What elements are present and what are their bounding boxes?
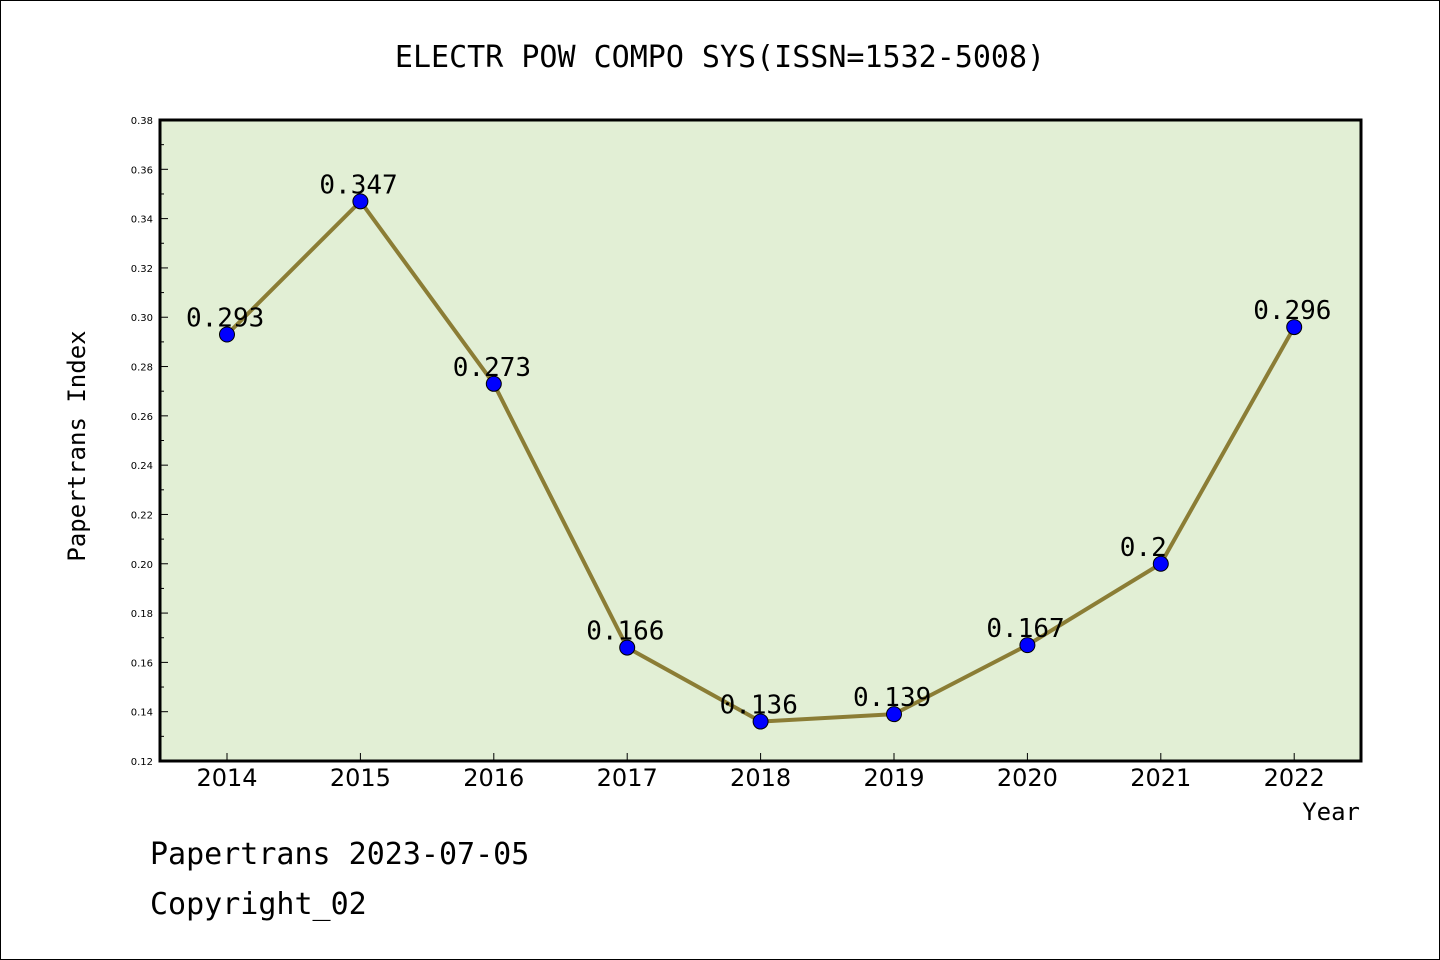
x-axis-label: Year [1302, 798, 1360, 826]
data-label: 0.166 [586, 617, 664, 647]
series-markers [219, 193, 1303, 730]
y-axis-label: Papertrans Index [63, 330, 91, 561]
y-tick-label: 0.34 [131, 215, 153, 226]
y-tick-label: 0.24 [131, 461, 153, 472]
x-tick-label: 2021 [1130, 764, 1191, 792]
y-tick-label: 0.22 [131, 510, 153, 521]
data-label: 0.139 [853, 683, 931, 713]
y-tick-label: 0.32 [131, 264, 153, 275]
y-tick-label: 0.20 [131, 560, 153, 571]
data-point [752, 713, 769, 730]
data-label: 0.293 [186, 303, 264, 333]
y-tick-label: 0.14 [131, 708, 153, 719]
x-tick-label: 2022 [1264, 764, 1325, 792]
x-tick-label: 2019 [863, 764, 924, 792]
data-point [219, 326, 235, 343]
data-label: 0.136 [720, 691, 798, 721]
y-tick-label: 0.36 [131, 165, 153, 176]
footer-date: Papertrans 2023-07-05 [150, 837, 529, 872]
x-axis: 2014 2015 2016 2017 2018 2019 2020 2021 2022 [196, 753, 1325, 792]
x-tick-label: 2015 [330, 764, 391, 792]
x-tick-label: 2014 [196, 764, 257, 792]
y-tick-label: 0.12 [131, 757, 153, 768]
data-label: 0.296 [1253, 296, 1331, 326]
plot-area [158, 118, 1363, 763]
data-label: 0.273 [453, 353, 531, 383]
x-tick-label: 2016 [463, 764, 524, 792]
y-axis: 0.12 0.14 0.16 0.18 0.20 0.22 0.24 0.26 0.28 0.30… [131, 116, 168, 768]
y-tick-label: 0.16 [131, 658, 153, 669]
data-point [485, 375, 502, 392]
data-point [1152, 555, 1169, 572]
y-tick-label: 0.28 [131, 363, 153, 374]
x-tick-label: 2020 [997, 764, 1058, 792]
data-point [619, 639, 636, 656]
data-label: 0.2 [1120, 533, 1167, 563]
y-tick-label: 0.18 [131, 609, 153, 620]
footer-copyright: Copyright_02 [150, 887, 367, 922]
chart-title: ELECTR POW COMPO SYS(ISSN=1532-5008) [395, 40, 1045, 75]
data-label: 0.347 [319, 170, 397, 200]
data-point [886, 706, 902, 723]
data-label: 0.167 [986, 614, 1064, 644]
y-tick-label: 0.26 [131, 412, 153, 423]
x-tick-label: 2017 [597, 764, 658, 792]
x-tick-label: 2018 [730, 764, 791, 792]
data-labels: 0.293 0.347 0.273 0.166 0.136 0.139 0.167 0.2 0.… [186, 170, 1331, 720]
y-tick-label: 0.30 [131, 313, 153, 324]
y-tick-label: 0.38 [131, 116, 153, 127]
data-point [1286, 319, 1303, 336]
data-point [352, 193, 369, 210]
data-point [1019, 637, 1036, 654]
